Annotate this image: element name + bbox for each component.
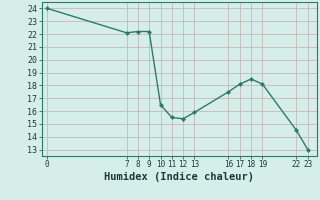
- X-axis label: Humidex (Indice chaleur): Humidex (Indice chaleur): [104, 172, 254, 182]
